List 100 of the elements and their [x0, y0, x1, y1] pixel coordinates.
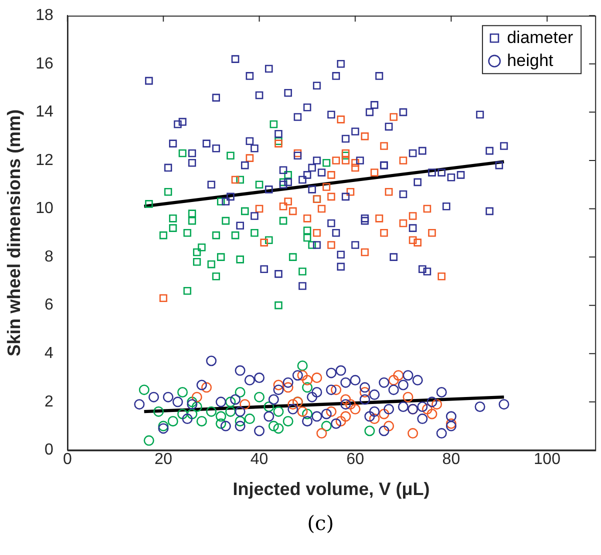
- point: [298, 176, 306, 184]
- point: [159, 294, 168, 302]
- point: [225, 406, 236, 417]
- point: [384, 122, 393, 131]
- point: [318, 168, 326, 176]
- point: [399, 156, 408, 164]
- point: [364, 411, 375, 422]
- point: [446, 420, 456, 432]
- point: [302, 408, 313, 420]
- point: [303, 103, 312, 112]
- point: [226, 152, 234, 160]
- point: [264, 236, 273, 244]
- point: [322, 183, 330, 191]
- point: [297, 360, 308, 371]
- point: [182, 414, 193, 424]
- point: [402, 370, 414, 381]
- point: [327, 192, 336, 201]
- point: [327, 171, 336, 179]
- point: [500, 142, 508, 150]
- point: [428, 168, 436, 176]
- point: [384, 404, 394, 414]
- point: [234, 420, 246, 432]
- point: [169, 140, 177, 148]
- point: [212, 94, 220, 102]
- point: [169, 214, 177, 222]
- point: [336, 116, 345, 124]
- point: [148, 392, 159, 402]
- point: [370, 168, 378, 176]
- point: [351, 164, 360, 172]
- point: [246, 154, 254, 162]
- point: [369, 389, 380, 400]
- point: [303, 171, 312, 179]
- point: [240, 399, 250, 410]
- point: [282, 416, 294, 426]
- point: [231, 176, 240, 184]
- point: [326, 384, 336, 396]
- point: [336, 365, 346, 376]
- point: [412, 374, 423, 386]
- point: [346, 188, 354, 196]
- point: [206, 356, 217, 366]
- point: [288, 207, 297, 216]
- point: [183, 286, 192, 295]
- point: [158, 420, 169, 432]
- point: [356, 156, 364, 164]
- point: [236, 176, 244, 184]
- point: [318, 204, 326, 213]
- point: [340, 399, 351, 410]
- point: [402, 392, 414, 402]
- y-tick-label: 8: [44, 248, 54, 266]
- point: [234, 387, 246, 398]
- x-tick-label: 0: [62, 451, 72, 468]
- point: [303, 234, 312, 242]
- point: [188, 210, 196, 218]
- y-tick-label: 6: [44, 296, 54, 314]
- point: [351, 128, 360, 136]
- point: [408, 236, 417, 244]
- point: [360, 248, 369, 256]
- point: [360, 132, 369, 140]
- point: [177, 408, 188, 420]
- point: [384, 188, 393, 196]
- point: [369, 406, 380, 417]
- point: [378, 377, 390, 388]
- point: [360, 214, 369, 222]
- point: [188, 149, 196, 158]
- point: [244, 374, 255, 386]
- point: [393, 370, 404, 381]
- point: [351, 158, 360, 167]
- point: [260, 238, 268, 246]
- y-tick-label: 4: [44, 345, 54, 362]
- point: [342, 149, 350, 158]
- point: [250, 144, 258, 152]
- point: [282, 382, 294, 393]
- point: [302, 416, 313, 426]
- point: [399, 219, 408, 228]
- point: [312, 82, 321, 90]
- point: [380, 142, 388, 150]
- point: [279, 166, 288, 174]
- point: [164, 164, 172, 172]
- point: [138, 384, 150, 396]
- point: [408, 428, 418, 439]
- point: [284, 198, 292, 206]
- point: [432, 399, 442, 410]
- point: [178, 149, 186, 158]
- x-tick-label: 100: [534, 451, 561, 468]
- point: [234, 406, 246, 417]
- point: [298, 282, 306, 290]
- point: [418, 265, 426, 274]
- point: [153, 406, 164, 417]
- point: [174, 120, 182, 128]
- point: [246, 72, 254, 80]
- point: [186, 399, 198, 410]
- point: [350, 404, 360, 414]
- point: [134, 399, 145, 410]
- point: [250, 229, 258, 237]
- point: [312, 156, 321, 164]
- point: [255, 180, 264, 189]
- x-tick-label: 80: [442, 451, 460, 468]
- x-tick-label: 20: [154, 451, 172, 468]
- point: [321, 420, 332, 432]
- point: [264, 64, 273, 73]
